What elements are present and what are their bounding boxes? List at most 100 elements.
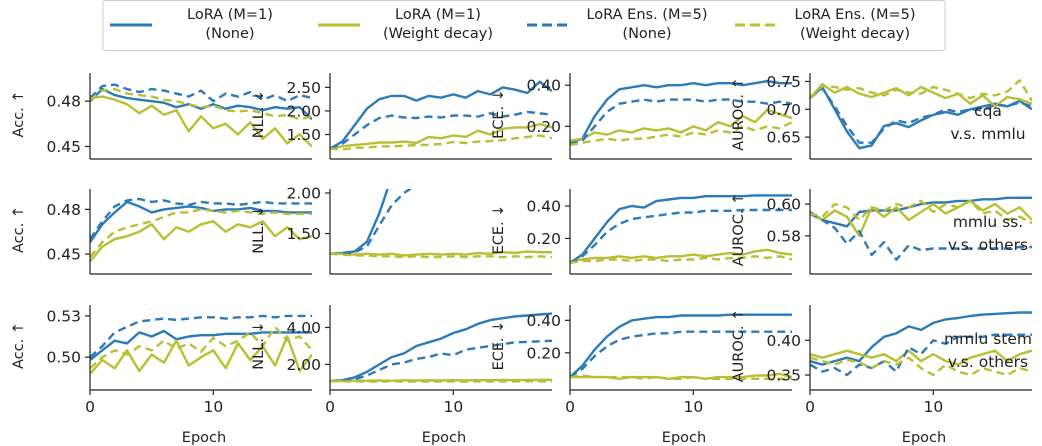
series-line-3 xyxy=(570,98,792,146)
row-label-1: cqa v.s. mmlu xyxy=(950,102,1025,143)
series-line-3 xyxy=(330,339,552,383)
y-axis-label: ECE. ↓ xyxy=(491,89,507,139)
x-tick-label: 10 xyxy=(203,398,223,416)
series-group xyxy=(90,83,312,148)
y-axis-label: Acc. ↑ xyxy=(11,206,27,253)
series-line-3 xyxy=(810,333,1032,377)
series-line-1 xyxy=(810,311,1032,366)
y-tick-label: 1.50 xyxy=(286,126,321,144)
legend-label-line2: (None) xyxy=(622,26,671,42)
series-line-4 xyxy=(330,252,552,259)
x-tick-label: 0 xyxy=(565,398,575,416)
series-line-4 xyxy=(570,374,792,380)
series-line-4 xyxy=(90,208,312,258)
series-line-1 xyxy=(570,313,792,378)
row-label-line2: v.s. others xyxy=(948,236,1028,254)
row-label-line2: v.s. mmlu xyxy=(950,125,1025,143)
y-tick-label: 0.48 xyxy=(46,93,81,111)
subplot-r3-c4: 0.35 0.40 0 10 AUROC. ↑ Epoch xyxy=(731,305,1032,446)
series-line-1 xyxy=(570,194,792,264)
y-tick-label: 2.00 xyxy=(286,102,321,120)
x-tick-label: 0 xyxy=(325,398,335,416)
series-line-4 xyxy=(90,325,312,370)
y-tick-label: 0.40 xyxy=(526,312,561,330)
row-label-line1: mmlu ss. xyxy=(953,213,1023,231)
series-group xyxy=(570,313,792,380)
series-group xyxy=(810,196,1032,261)
series-line-2 xyxy=(330,250,552,257)
series-line-2 xyxy=(570,108,792,142)
legend-label-line1: LoRA (M=1) xyxy=(395,7,481,23)
y-tick-label: 0.20 xyxy=(526,344,561,362)
subplot-r1-c2: 1.50 2.00 2.50 NLL. ↓ xyxy=(251,73,552,160)
y-tick-label: 0.65 xyxy=(766,129,801,147)
series-line-4 xyxy=(810,356,1032,377)
y-axis-label: NLL. ↓ xyxy=(251,321,267,369)
y-tick-label: 0.45 xyxy=(46,246,81,264)
series-group xyxy=(90,314,312,375)
series-line-1 xyxy=(330,189,389,255)
legend-entry-3: LoRA Ens. (M=5) (None) xyxy=(527,7,708,42)
series-line-3 xyxy=(330,189,413,256)
series-line-2 xyxy=(90,335,312,375)
subplot-r3-c2: 2.00 4.00 0 10 NLL. ↓ Epoch xyxy=(251,305,552,446)
series-line-4 xyxy=(330,379,552,383)
series-line-2 xyxy=(570,372,792,380)
y-tick-label: 0.70 xyxy=(766,101,801,119)
y-tick-label: 0.58 xyxy=(766,227,801,245)
series-line-3 xyxy=(570,330,792,379)
row-label-2: mmlu ss. v.s. others xyxy=(948,213,1028,254)
y-axis-label: NLL. ↓ xyxy=(251,90,267,138)
subplot-r2-c3: 0.20 0.40 ECE. ↓ xyxy=(491,189,792,275)
y-axis-label: Acc. ↑ xyxy=(11,91,27,138)
series-line-1 xyxy=(330,312,552,383)
subplot-r3-c1: 0.50 0.53 0 10 Acc. ↑ Epoch xyxy=(11,305,312,446)
series-line-3 xyxy=(810,212,1032,261)
subplot-r1-c4: 0.65 0.70 0.75 AUROC. ↑ xyxy=(731,73,1032,160)
subplot-r3-c3: 0.20 0.40 0 10 ECE. ↓ Epoch xyxy=(491,305,792,446)
legend-entry-2: LoRA (M=1) (Weight decay) xyxy=(318,7,493,42)
series-group xyxy=(570,79,792,146)
y-axis-label: NLL. ↓ xyxy=(251,205,267,253)
y-tick-label: 0.20 xyxy=(526,230,561,248)
series-line-2 xyxy=(90,95,312,148)
legend-label-line1: LoRA Ens. (M=5) xyxy=(586,7,707,23)
subplot-r1-c3: 0.20 0.40 ECE. ↓ xyxy=(491,73,792,160)
y-tick-label: 1.50 xyxy=(286,225,321,243)
series-line-3 xyxy=(570,208,792,264)
y-axis-label: ECE. ↓ xyxy=(491,321,507,371)
series-group xyxy=(330,189,552,259)
y-axis-label: Acc. ↑ xyxy=(11,322,27,369)
x-tick-label: 0 xyxy=(805,398,815,416)
y-tick-label: 0.40 xyxy=(526,197,561,215)
y-tick-label: 0.53 xyxy=(46,307,81,325)
x-axis-label: Epoch xyxy=(182,430,226,446)
legend-label-line2: (Weight decay) xyxy=(383,26,493,42)
y-axis-label: AUROC. ↑ xyxy=(731,77,747,151)
legend-entry-4: LoRA Ens. (M=5) (Weight decay) xyxy=(735,7,916,42)
series-line-3 xyxy=(330,110,552,150)
subplot-r2-c4: 0.58 0.60 AUROC. ↑ xyxy=(731,189,1032,275)
series-group xyxy=(810,79,1032,150)
series-line-3 xyxy=(90,314,312,359)
subplot-grid: 0.45 0.48 Acc. ↑ 1.50 2.00 2.50 NLL. ↓ 0.20 0.40… xyxy=(11,73,1032,446)
y-tick-label: 0.35 xyxy=(766,367,801,385)
subplot-r2-c2: 1.50 2.00 NLL. ↓ xyxy=(251,185,552,275)
legend-box xyxy=(102,0,946,51)
y-tick-label: 2.50 xyxy=(286,79,321,97)
x-tick-label: 0 xyxy=(85,398,95,416)
x-axis-label: Epoch xyxy=(662,430,706,446)
y-tick-label: 2.00 xyxy=(286,185,321,203)
series-group xyxy=(330,80,552,151)
subplot-r2-c1: 0.45 0.48 Acc. ↑ xyxy=(11,189,312,275)
legend-label-line1: LoRA (M=1) xyxy=(187,7,273,23)
series-group xyxy=(90,197,312,263)
series-line-3 xyxy=(90,83,312,103)
y-tick-label: 0.40 xyxy=(526,77,561,95)
legend-label-line2: (None) xyxy=(205,26,254,42)
subplot-r1-c1: 0.45 0.48 Acc. ↑ xyxy=(11,73,312,160)
y-tick-label: 4.00 xyxy=(286,319,321,337)
series-group xyxy=(570,194,792,264)
